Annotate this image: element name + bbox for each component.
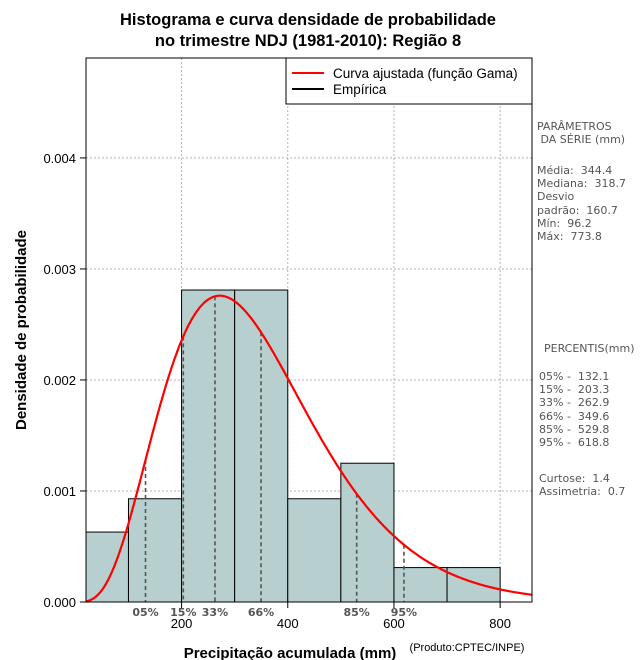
x-axis-label: Precipitação acumulada (mm) (184, 645, 397, 660)
histogram-bar-2 (181, 289, 236, 603)
x-tick-label-2: 600 (383, 616, 405, 631)
legend-box (285, 57, 533, 105)
histogram-bar-1 (127, 498, 183, 603)
y-tick-label-4: 0.004 (43, 151, 76, 166)
x-tick-label-3: 800 (489, 616, 511, 631)
y-tick-label-0: 0.000 (43, 595, 76, 610)
legend-curve-label: Curva ajustada (função Gama) (333, 66, 518, 81)
percentile-lines: 05% 15% 33% 66% 85% 95% (132, 296, 417, 619)
percentile-label-4: 85% (344, 606, 370, 619)
percentile-label-5: 95% (391, 606, 417, 619)
gamma-curve-path (85, 294, 533, 603)
histogram-bar-5 (340, 462, 395, 603)
percentile-label-1: 15% (170, 606, 196, 619)
series-params-title: PARÂMETROS DA SÉRIE (mm) (537, 120, 626, 147)
x-tick-label-0: 200 (171, 616, 193, 631)
percentiles-title: PERCENTIS(mm) (544, 342, 635, 355)
percentile-label-2: 33% (202, 606, 228, 619)
series-stats: Média: 344.4 Mediana: 318.7 Desvio padrã… (537, 164, 626, 244)
histogram-bar-7 (446, 567, 501, 603)
y-tick-label-1: 0.001 (43, 484, 76, 499)
chart-title-line1: Histograma e curva densidade de probabil… (120, 11, 496, 29)
shape-moments: Curtose: 1.4 Assimetria: 0.7 (539, 472, 626, 499)
axes: 200 400 600 800 0.000 0.001 0.002 0.003 0.004 (43, 57, 533, 631)
gamma-curve (85, 294, 533, 603)
chart-title-line2: no trimestre NDJ (1981-2010): Região 8 (155, 32, 461, 50)
histogram-bar-6 (393, 567, 448, 603)
histogram-bar-4 (287, 498, 342, 603)
percentiles-values: 05% - 132.1 15% - 203.3 33% - 262.9 66% … (539, 370, 610, 450)
x-axis-note: (Produto:CPTEC/INPE) (410, 642, 525, 654)
percentile-label-3: 66% (248, 606, 274, 619)
x-tick-label-1: 400 (277, 616, 299, 631)
y-tick-label-3: 0.003 (43, 262, 76, 277)
legend-empirical-label: Empírica (333, 82, 387, 97)
legend: Curva ajustada (função Gama) Empírica (285, 57, 533, 105)
percentile-label-0: 05% (132, 606, 158, 619)
y-axis-label: Densidade de probabilidade (13, 230, 30, 430)
y-tick-label-2: 0.002 (43, 373, 76, 388)
